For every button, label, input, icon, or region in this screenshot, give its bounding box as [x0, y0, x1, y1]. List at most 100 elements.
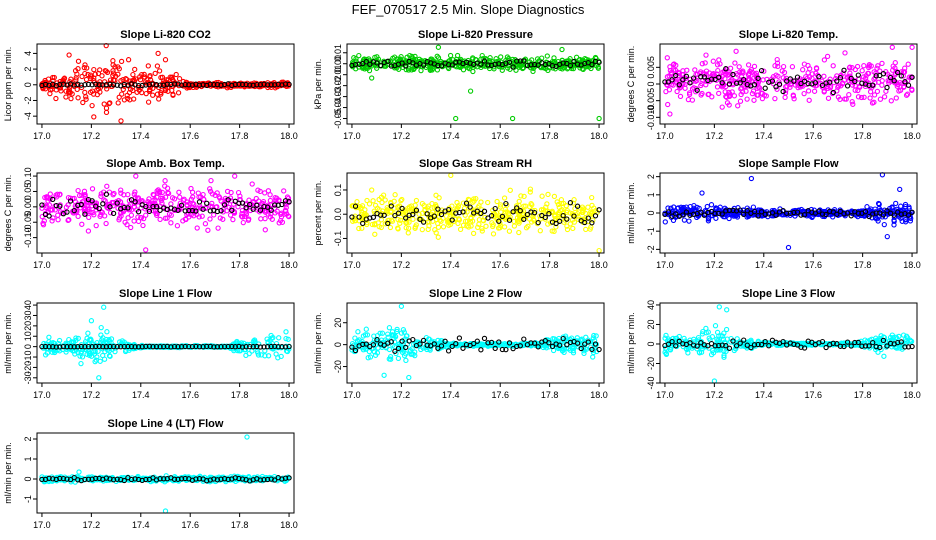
reference-point [680, 77, 686, 83]
plot-frame [346, 302, 605, 384]
reference-point [478, 347, 484, 353]
reference-point [766, 343, 772, 349]
outlier-point [133, 173, 139, 179]
data-point [92, 348, 98, 355]
reference-point [150, 81, 156, 87]
reference-point [57, 81, 63, 88]
data-point [779, 68, 785, 74]
data-point [490, 231, 497, 237]
data-point [278, 210, 285, 216]
reference-point [726, 345, 733, 351]
reference-point [690, 75, 697, 81]
reference-point [445, 62, 452, 68]
data-point [395, 355, 402, 362]
data-point [731, 93, 738, 99]
data-point [677, 93, 684, 100]
x-tick-label: 17.6 [804, 390, 822, 400]
reference-point [723, 343, 729, 349]
data-point [858, 94, 865, 101]
reference-point [730, 338, 736, 344]
reference-point [557, 218, 563, 224]
data-point [162, 215, 169, 221]
data-point [156, 96, 162, 102]
reference-point [392, 212, 398, 219]
outlier-point [884, 233, 890, 240]
data-point [709, 94, 715, 100]
data-point [736, 64, 742, 70]
reference-point [481, 208, 488, 214]
data-point [93, 357, 99, 363]
reference-point [852, 339, 858, 346]
reference-point [596, 207, 602, 213]
reference-point [435, 62, 441, 69]
data-point [723, 348, 729, 354]
reference-point [403, 215, 409, 221]
panel-3: Slope Li-820 Temp.17.0 17.2 17.4 17.6 17.8 18… [626, 29, 921, 141]
data-point [426, 223, 432, 229]
y-axis-label: ml/min per min. [626, 182, 636, 244]
data-point [783, 87, 789, 94]
reference-point [82, 344, 88, 350]
reference-point [589, 346, 595, 353]
data-point [881, 94, 888, 100]
data-point [97, 213, 103, 220]
reference-point [171, 81, 178, 87]
data-point [705, 91, 711, 98]
data-point [455, 204, 461, 210]
reference-point [848, 213, 854, 219]
data-point [377, 330, 383, 336]
data-point [68, 95, 74, 102]
reference-point [207, 81, 213, 87]
data-point [75, 213, 81, 220]
data-point [544, 201, 550, 207]
reference-point [272, 82, 278, 88]
data-point [367, 354, 374, 360]
reference-point [442, 338, 448, 344]
reference-point [157, 82, 163, 88]
x-tick-label: 18.0 [280, 390, 298, 400]
reference-point [521, 336, 527, 342]
data-point [440, 224, 447, 230]
data-point [139, 89, 145, 96]
reference-point [524, 211, 531, 218]
panel-title: Slope Line 3 Flow [742, 288, 835, 300]
data-point [795, 84, 801, 91]
data-point [95, 70, 102, 77]
data-point [591, 332, 597, 339]
reference-point [395, 210, 402, 216]
reference-point [816, 208, 822, 214]
data-point [692, 67, 698, 73]
data-point [673, 62, 679, 68]
reference-point [748, 344, 754, 351]
reference-point [257, 344, 264, 350]
data-point [855, 94, 862, 100]
data-point [84, 335, 90, 341]
plot-frame [346, 172, 605, 254]
data-point [704, 203, 710, 210]
data-point [486, 343, 492, 349]
data-point [900, 332, 907, 338]
reference-point [39, 343, 45, 350]
reference-point [819, 82, 826, 88]
series-points [39, 434, 291, 514]
reference-point [410, 211, 416, 218]
reference-point [118, 344, 124, 350]
y-tick-label: -0.10 [23, 227, 33, 248]
data-point [49, 218, 55, 224]
data-point [694, 77, 700, 84]
reference-point [286, 199, 292, 205]
series-points [349, 172, 602, 254]
reference-point [683, 73, 690, 79]
data-point [159, 189, 165, 196]
data-point [106, 338, 113, 344]
x-tick-label: 18.0 [280, 131, 298, 141]
data-point [667, 67, 674, 74]
reference-point [499, 346, 506, 353]
data-point [898, 344, 905, 351]
data-point [265, 353, 272, 359]
data-point [156, 68, 163, 74]
reference-point [683, 209, 690, 215]
data-point [738, 91, 744, 98]
data-point [424, 205, 431, 211]
